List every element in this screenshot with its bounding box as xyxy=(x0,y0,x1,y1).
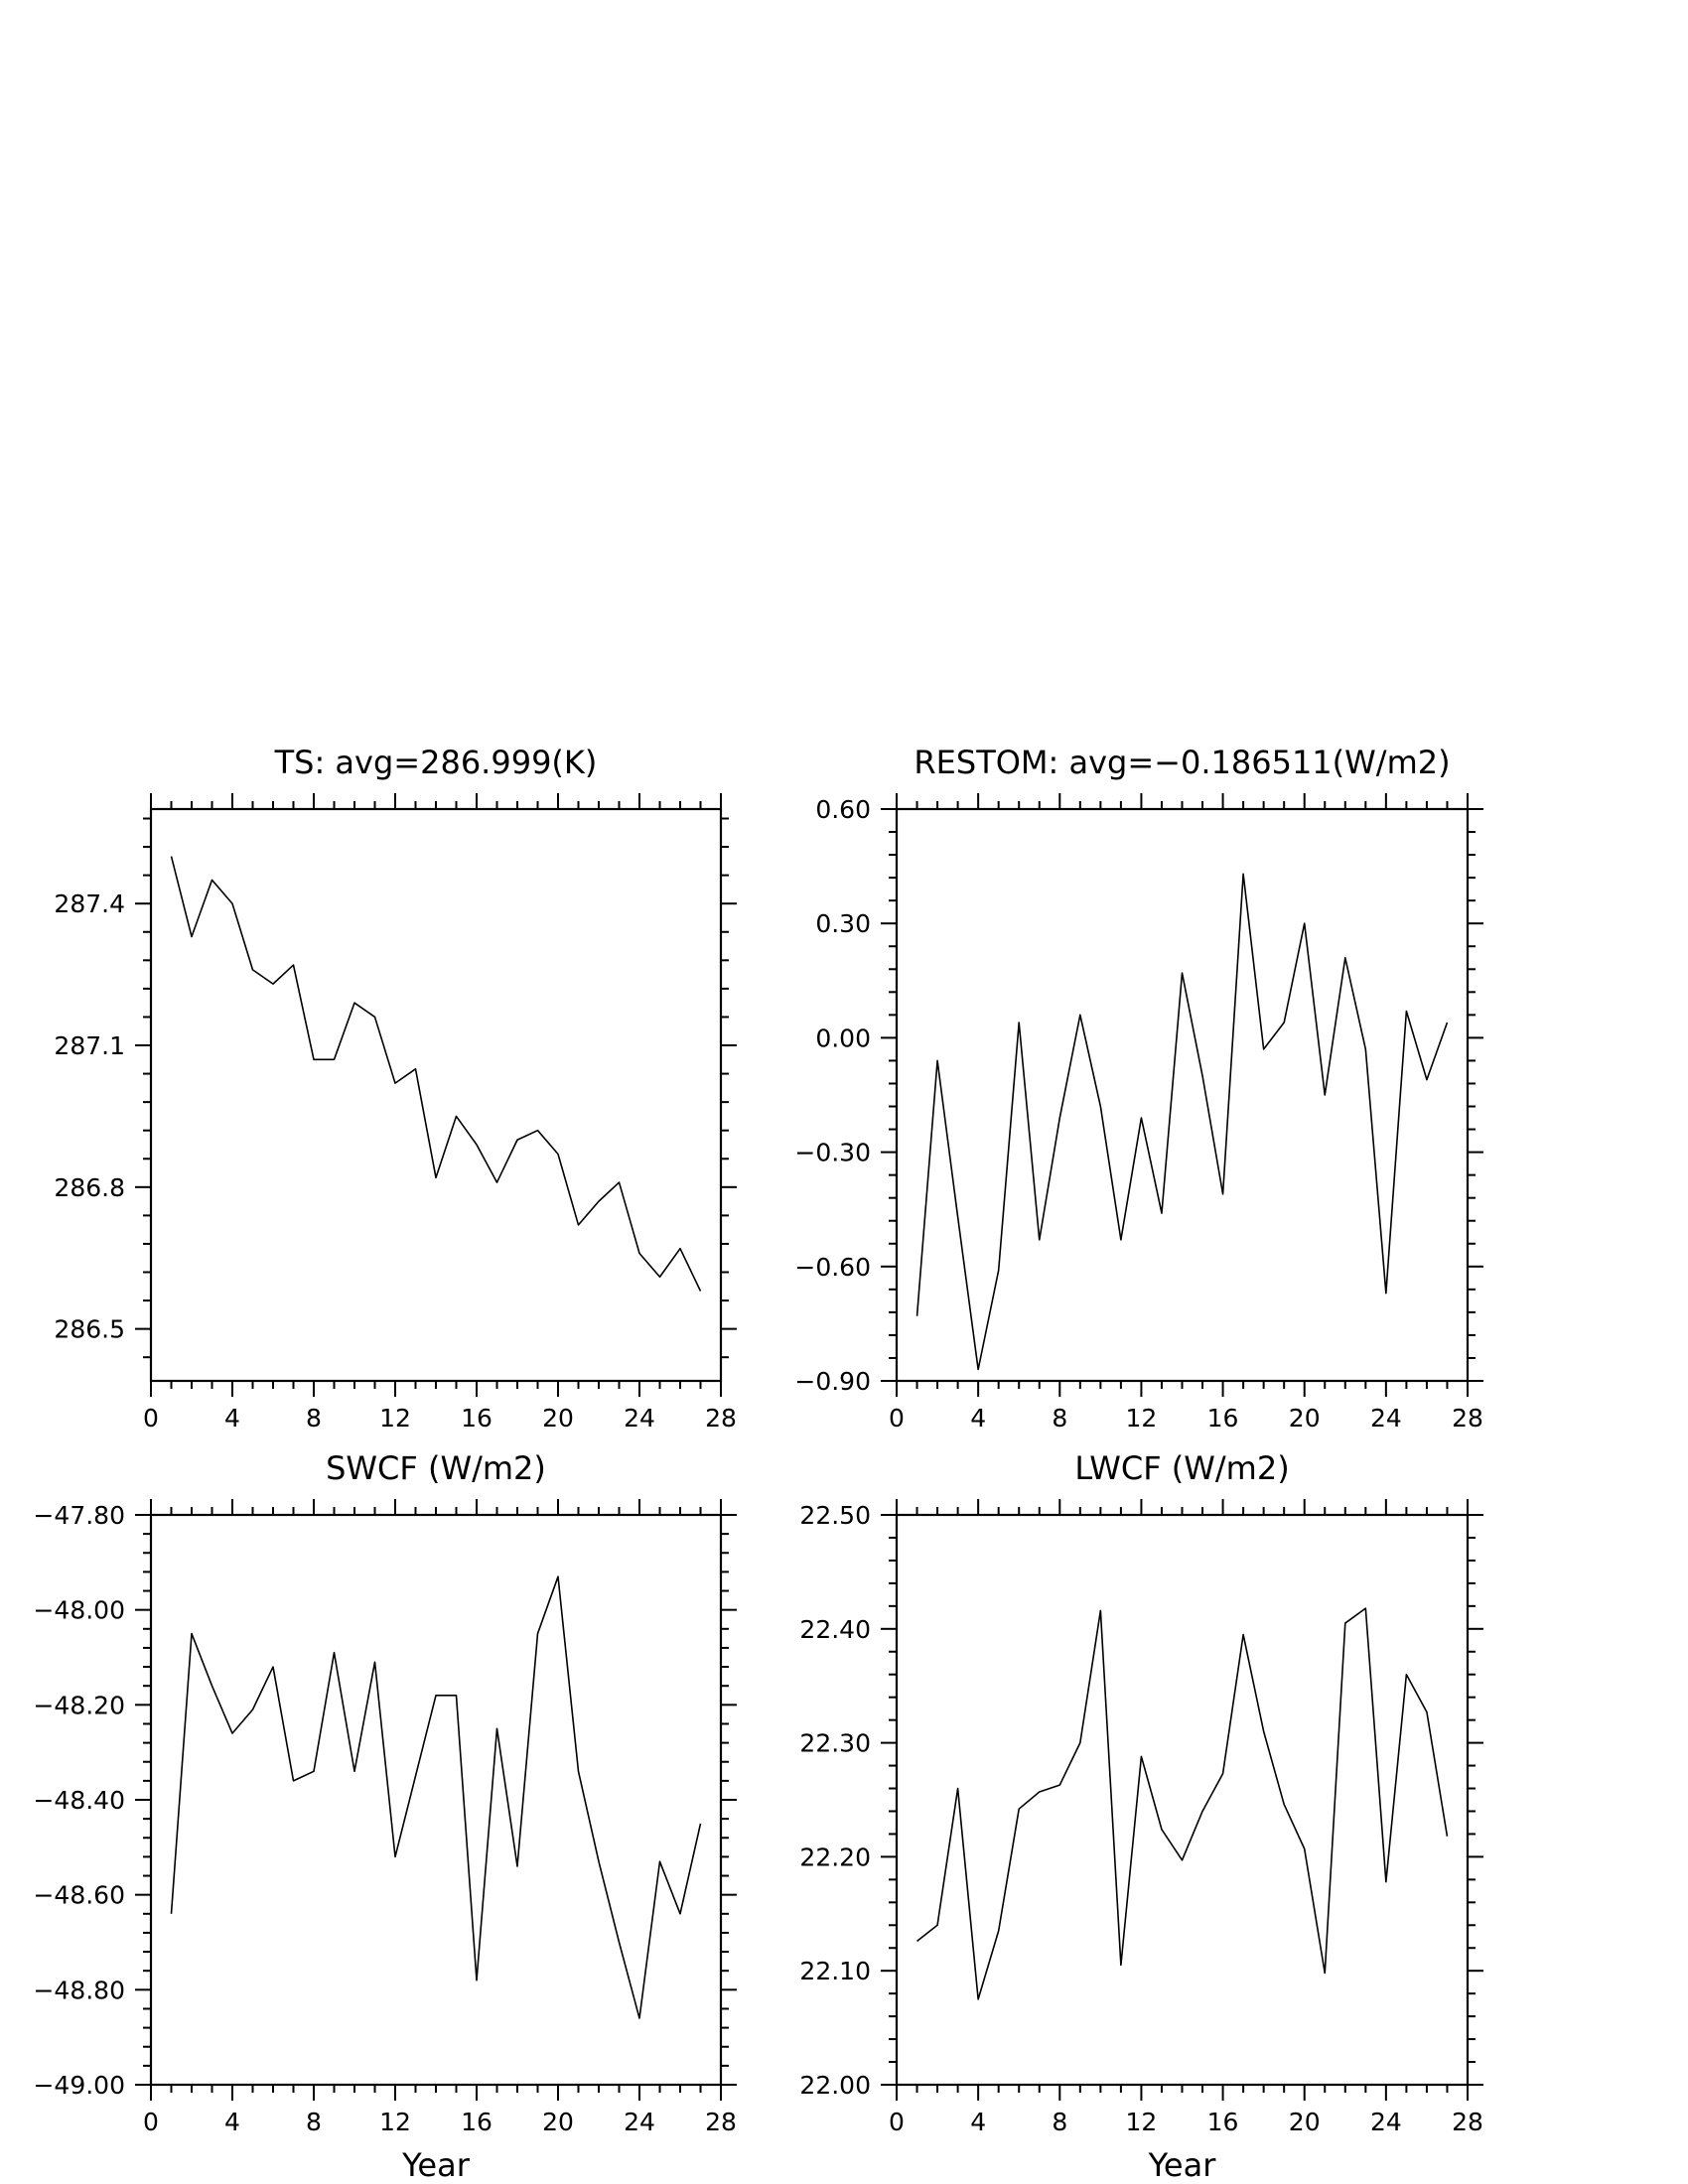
x-tick-label: 28 xyxy=(1452,1404,1483,1433)
x-tick-label: 8 xyxy=(306,2108,322,2136)
series-line xyxy=(916,1607,1449,2000)
y-tick-label: −48.00 xyxy=(33,1596,125,1625)
chart-panel-3: 0 4 8 12 16 20 24 28 −49.00 −48.80 −48.60 −48.40 −48… xyxy=(33,1449,737,2184)
y-tick-label: 0.00 xyxy=(815,1024,871,1052)
x-tick-label: 28 xyxy=(1452,2108,1483,2136)
y-tick-label: 22.30 xyxy=(799,1729,871,1758)
x-tick-label: 28 xyxy=(705,1404,737,1433)
x-tick-label: 8 xyxy=(1052,2108,1067,2136)
y-tick-label: 287.1 xyxy=(54,1031,125,1060)
x-tick-label: 12 xyxy=(1126,2108,1158,2136)
chart-panel-2: 0 4 8 12 16 20 24 28 −0.90 −0.60 −0.30 0.00 0.30 0.60… xyxy=(794,744,1483,1433)
x-tick-label: 20 xyxy=(1289,2108,1321,2136)
y-tick-label: −48.80 xyxy=(33,1976,125,2004)
y-tick-label: 22.50 xyxy=(799,1501,871,1530)
panel-title: SWCF (W/m2) xyxy=(326,1449,546,1487)
y-tick-label: −47.80 xyxy=(33,1501,125,1530)
x-tick-label: 20 xyxy=(1289,1404,1321,1433)
x-tick-label: 4 xyxy=(970,2108,986,2136)
x-tick-label: 0 xyxy=(143,1404,159,1433)
x-tick-label: 24 xyxy=(1370,1404,1402,1433)
y-tick-label: 286.8 xyxy=(54,1173,125,1202)
y-tick-label: −0.90 xyxy=(794,1367,871,1396)
y-tick-label: −0.60 xyxy=(794,1253,871,1282)
x-tick-label: 12 xyxy=(1126,1404,1158,1433)
x-tick-label: 4 xyxy=(224,2108,240,2136)
x-tick-label: 4 xyxy=(224,1404,240,1433)
series-line xyxy=(170,856,702,1292)
chart-panel-4: 0 4 8 12 16 20 24 28 22.00 22.10 22.20 22.30 22.40 22… xyxy=(799,1449,1483,2184)
plot-frame xyxy=(149,807,723,1383)
plot-frame xyxy=(895,1513,1470,2087)
x-tick-label: 8 xyxy=(1052,1404,1067,1433)
y-tick-label: 287.4 xyxy=(54,889,125,918)
x-tick-label: 16 xyxy=(461,2108,492,2136)
x-tick-label: 16 xyxy=(1207,1404,1239,1433)
x-axis-title: Year xyxy=(1148,2146,1217,2184)
y-tick-label: −49.00 xyxy=(33,2071,125,2100)
y-tick-label: −48.40 xyxy=(33,1786,125,1815)
x-tick-label: 12 xyxy=(379,1404,411,1433)
series-line xyxy=(170,1575,702,2019)
y-tick-label: −48.60 xyxy=(33,1881,125,1910)
chart-panel-1: 0 4 8 12 16 20 24 28 286.5 286.8 287.1 287.4 TS: avg… xyxy=(54,744,737,1433)
y-tick-label: 22.40 xyxy=(799,1615,871,1644)
y-tick-label: −48.20 xyxy=(33,1691,125,1719)
x-tick-label: 24 xyxy=(624,2108,655,2136)
plot-frame xyxy=(895,807,1470,1383)
panel-title: TS: avg=286.999(K) xyxy=(274,744,598,781)
y-tick-label: 286.5 xyxy=(54,1315,125,1344)
x-tick-label: 24 xyxy=(1370,2108,1402,2136)
x-tick-label: 16 xyxy=(461,1404,492,1433)
x-axis-title: Year xyxy=(401,2146,471,2184)
y-tick-label: −0.30 xyxy=(794,1139,871,1167)
panel-title: LWCF (W/m2) xyxy=(1074,1449,1289,1487)
y-tick-label: 0.60 xyxy=(815,795,871,824)
y-tick-label: 22.00 xyxy=(799,2071,871,2100)
x-tick-label: 0 xyxy=(889,2108,905,2136)
x-tick-label: 0 xyxy=(889,1404,905,1433)
x-tick-label: 0 xyxy=(143,2108,159,2136)
plot-frame xyxy=(149,1513,723,2087)
x-tick-label: 20 xyxy=(542,2108,574,2136)
panel-title: RESTOM: avg=−0.186511(W/m2) xyxy=(914,744,1450,781)
x-tick-label: 4 xyxy=(970,1404,986,1433)
x-tick-label: 12 xyxy=(379,2108,411,2136)
x-tick-label: 20 xyxy=(542,1404,574,1433)
x-tick-label: 16 xyxy=(1207,2108,1239,2136)
y-tick-label: 22.20 xyxy=(799,1843,871,1871)
y-tick-label: 22.10 xyxy=(799,1957,871,1985)
series-line xyxy=(915,873,1449,1371)
x-tick-label: 24 xyxy=(624,1404,655,1433)
x-tick-label: 8 xyxy=(306,1404,322,1433)
x-tick-label: 28 xyxy=(705,2108,737,2136)
y-tick-label: 0.30 xyxy=(815,909,871,938)
